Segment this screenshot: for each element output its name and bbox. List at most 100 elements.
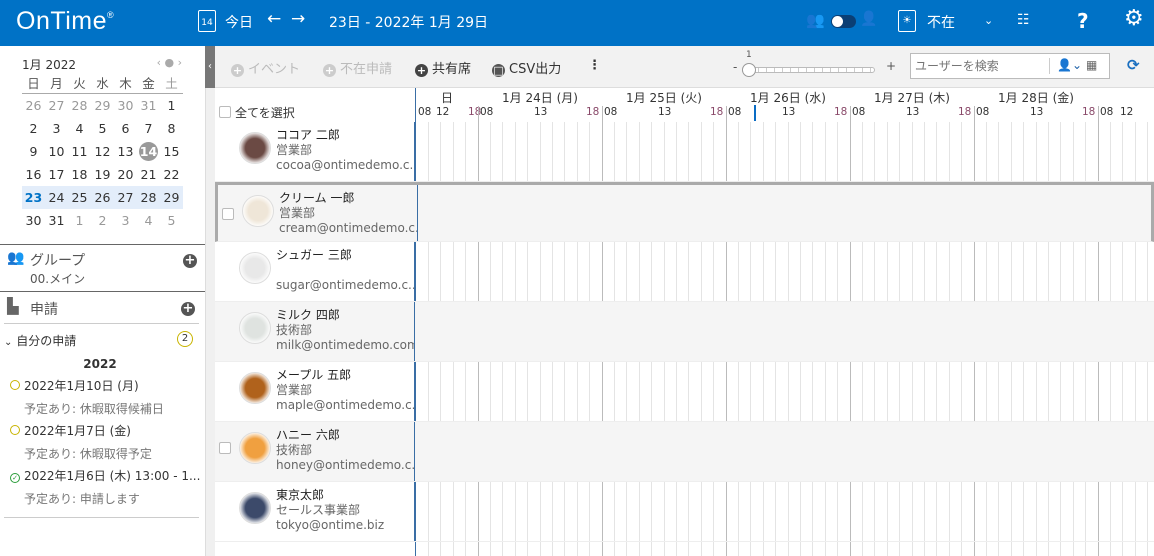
zoom-slider-handle[interactable] (742, 63, 756, 77)
current-group[interactable]: 00.メイン (30, 272, 86, 286)
divider (4, 323, 199, 324)
calendar-day[interactable]: 18 (71, 167, 88, 182)
calendar-day[interactable]: 4 (75, 121, 84, 136)
user-row[interactable]: ココア 二郎 営業部 cocoa@ontimedemo.c... (215, 122, 1154, 182)
user-name[interactable]: クリーム 一郎 (279, 191, 355, 205)
add-group-button[interactable]: + (183, 253, 197, 268)
user-name[interactable]: 東京太郎 (276, 488, 325, 502)
user-row[interactable]: メープル 五郎 営業部 maple@ontimedemo.c... (215, 362, 1154, 422)
user-filter-icon[interactable]: 👤⌄ (1057, 58, 1082, 72)
calendar-day[interactable]: 5 (98, 121, 107, 136)
calendar-day[interactable]: 3 (121, 213, 130, 228)
next-arrow-icon[interactable]: → (291, 9, 306, 29)
calendar-day[interactable]: 10 (48, 144, 65, 159)
user-name[interactable]: メープル 五郎 (276, 368, 352, 382)
calendar-day[interactable]: 28 (137, 186, 160, 209)
groups-title: グループ (30, 253, 86, 269)
refresh-icon[interactable]: ⟳ (1127, 56, 1140, 74)
user-row[interactable]: 東京太郎 セールス事業部 tokyo@ontime.biz (215, 482, 1154, 542)
add-event-button[interactable]: + イベント (231, 58, 300, 77)
calendar-day[interactable]: 30 (25, 213, 42, 228)
csv-export-button[interactable]: □ CSV出力 (492, 58, 561, 77)
user-name[interactable]: ミルク 四郎 (276, 308, 340, 322)
request-item[interactable]: ✓ 2022年1月6日 (木) 13:00 - 1... 予定あり: 申請します (10, 467, 200, 507)
absence-calendar-icon[interactable]: ☀ (898, 10, 916, 32)
shared-seat-button[interactable]: + 共有席 (415, 58, 471, 77)
calendar-filter-icon[interactable]: ▦ (1086, 58, 1098, 72)
gear-icon[interactable]: ⚙ (1124, 6, 1144, 31)
user-row[interactable]: ミルク 四郎 技術部 milk@ontimedemo.com (215, 302, 1154, 362)
today-button[interactable]: 今日 (225, 15, 253, 31)
absence-button[interactable]: 不在 (927, 15, 955, 31)
calendar-day[interactable]: 11 (71, 144, 88, 159)
calendar-day[interactable]: 28 (71, 98, 88, 113)
my-requests-toggle[interactable]: ⌄ 自分の申請 (4, 332, 76, 349)
calendar-day[interactable]: 29 (94, 98, 111, 113)
more-menu-icon[interactable]: ⋮ (588, 58, 601, 73)
add-request-button[interactable]: + (181, 301, 195, 316)
calendar-day[interactable]: 27 (114, 186, 137, 209)
user-row[interactable]: クリーム 一郎 営業部 cream@ontimedemo.c... (215, 182, 1154, 242)
user-email: tokyo@ontime.biz (276, 518, 385, 532)
ontime-logo[interactable]: OnTime® (16, 7, 114, 36)
calendar-day[interactable]: 1 (167, 98, 176, 113)
calendar-day[interactable]: 27 (48, 98, 65, 113)
calendar-day[interactable]: 7 (144, 121, 153, 136)
calendar-nav[interactable]: ‹ ● › (156, 56, 182, 69)
zoom-in-button[interactable]: + (886, 59, 897, 73)
calendar-day[interactable]: 14 (137, 140, 160, 163)
user-row[interactable]: ハニー 六郎 技術部 honey@ontimedemo.c... (215, 422, 1154, 482)
select-all-checkbox[interactable] (219, 106, 231, 118)
zoom-slider[interactable] (742, 67, 875, 73)
help-icon[interactable]: ? (1077, 9, 1089, 33)
calendar-day[interactable]: 31 (140, 98, 157, 113)
calendar-day[interactable]: 2 (98, 213, 107, 228)
calendar-day[interactable]: 26 (91, 186, 114, 209)
calendar-day[interactable]: 2 (29, 121, 38, 136)
user-row[interactable]: シュガー 三郎 sugar@ontimedemo.c... (215, 242, 1154, 302)
user-name[interactable]: ココア 二郎 (276, 128, 340, 142)
filter-sliders-icon[interactable]: ☷ (1017, 12, 1030, 28)
calendar-day[interactable]: 20 (117, 167, 134, 182)
request-item[interactable]: 2022年1月10日 (月) 予定あり: 休暇取得候補日 (10, 377, 164, 417)
sidebar-splitter[interactable] (205, 88, 215, 556)
row-checkbox[interactable] (222, 208, 234, 220)
request-item[interactable]: 2022年1月7日 (金) 予定あり: 休暇取得予定 (10, 422, 152, 462)
calendar-day[interactable]: 12 (94, 144, 111, 159)
calendar-day[interactable]: 24 (45, 186, 68, 209)
calendar-day[interactable]: 21 (140, 167, 157, 182)
calendar-day[interactable]: 19 (94, 167, 111, 182)
calendar-day[interactable]: 26 (25, 98, 42, 113)
calendar-day[interactable]: 30 (117, 98, 134, 113)
user-search-input[interactable] (911, 54, 1046, 78)
calendar-day[interactable]: 8 (167, 121, 176, 136)
calendar-day[interactable]: 4 (144, 213, 153, 228)
user-name[interactable]: シュガー 三郎 (276, 248, 352, 262)
calendar-day[interactable]: 15 (163, 144, 180, 159)
calendar-day[interactable]: 17 (48, 167, 65, 182)
calendar-day[interactable]: 23 (22, 186, 45, 209)
calendar-day[interactable]: 3 (52, 121, 61, 136)
user-name[interactable]: ハニー 六郎 (276, 428, 340, 442)
calendar-day[interactable]: 16 (25, 167, 42, 182)
current-time-marker (754, 105, 756, 121)
calendar-day[interactable]: 1 (75, 213, 84, 228)
calendar-day[interactable]: 25 (68, 186, 91, 209)
calendar-day[interactable]: 31 (48, 213, 65, 228)
chevron-down-icon: ⌄ (4, 337, 13, 348)
calendar-day[interactable]: 5 (167, 213, 176, 228)
calendar-day[interactable]: 9 (29, 144, 38, 159)
zoom-out-button[interactable]: - (733, 60, 738, 74)
calendar-day[interactable]: 22 (163, 167, 180, 182)
absence-request-button[interactable]: + 不在申請 (323, 58, 392, 77)
column-divider (417, 185, 418, 241)
calendar-day[interactable]: 6 (121, 121, 130, 136)
view-toggle[interactable] (831, 15, 856, 28)
calendar-day[interactable]: 29 (160, 186, 183, 209)
chevron-down-icon[interactable]: ⌄ (984, 14, 994, 27)
row-checkbox[interactable] (219, 442, 231, 454)
collapse-sidebar-button[interactable]: ‹ (205, 46, 215, 88)
calendar-day[interactable]: 13 (117, 144, 134, 159)
calendar-icon[interactable]: 14 (198, 10, 216, 32)
prev-arrow-icon[interactable]: ← (267, 9, 282, 29)
